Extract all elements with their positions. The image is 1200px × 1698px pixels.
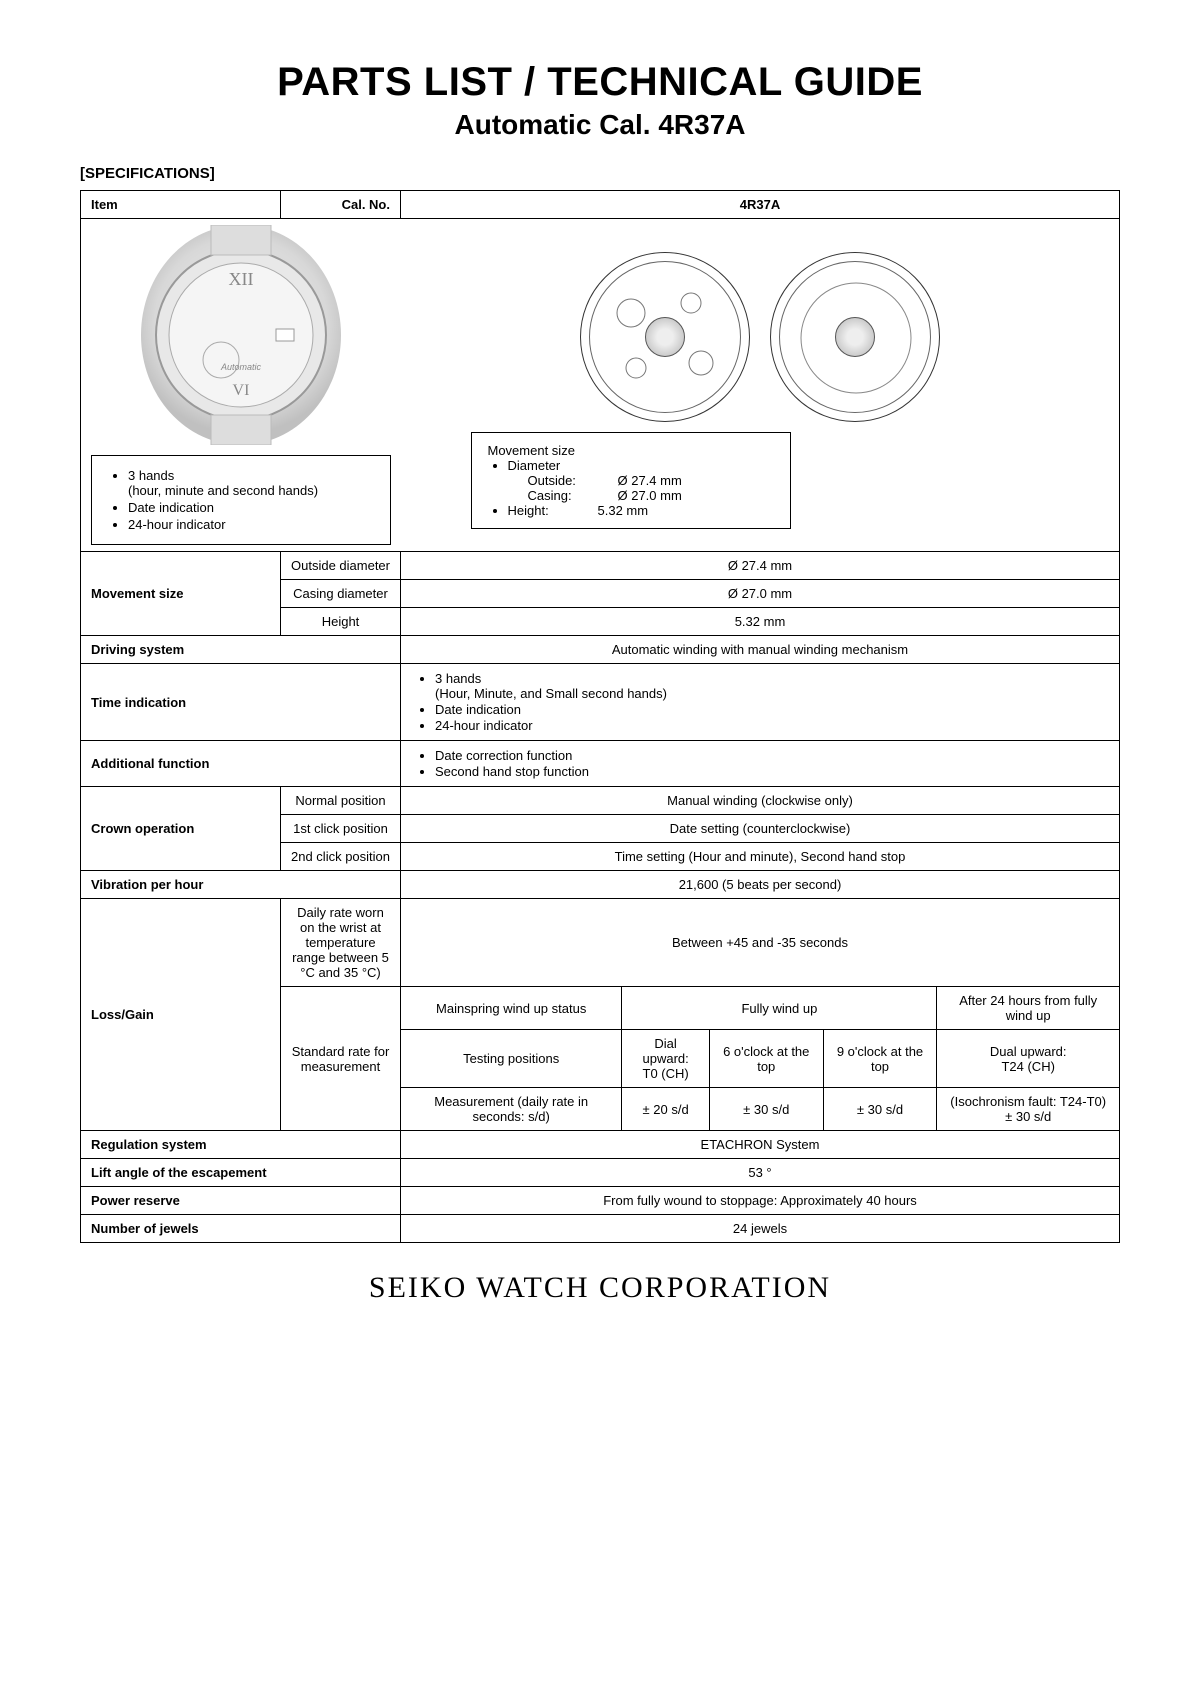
lg-r1c1: Mainspring wind up status xyxy=(401,987,622,1030)
casing-val: Ø 27.0 mm xyxy=(618,488,682,503)
driving-label: Driving system xyxy=(81,636,401,664)
lg-r2c4: 9 o'clock at the top xyxy=(823,1030,937,1088)
lift-label: Lift angle of the escapement xyxy=(81,1159,401,1187)
left-feature-box: 3 hands (hour, minute and second hands) … xyxy=(91,455,391,545)
svg-text:VI: VI xyxy=(232,382,249,399)
section-label: [SPECIFICATIONS] xyxy=(80,165,1120,182)
time-ind-label: Time indication xyxy=(81,664,401,741)
lg-r2c3: 6 o'clock at the top xyxy=(709,1030,823,1088)
calno-label: Cal. No. xyxy=(281,191,401,219)
height-row-label: Height xyxy=(281,608,401,636)
movement-size-title: Movement size xyxy=(488,443,774,458)
daily-rate-label: Daily rate worn on the wrist at temperat… xyxy=(281,899,401,987)
crown-1st-label: 1st click position xyxy=(281,815,401,843)
movement-front-diagram xyxy=(580,252,750,422)
vibration-label: Vibration per hour xyxy=(81,871,401,899)
additional-label: Additional function xyxy=(81,741,401,787)
height-val: 5.32 mm xyxy=(598,503,649,518)
outside-label: Outside: xyxy=(528,473,618,488)
jewels-val: 24 jewels xyxy=(401,1215,1120,1243)
outside-dia-label: Outside diameter xyxy=(281,552,401,580)
time-ind-val: 3 hands (Hour, Minute, and Small second … xyxy=(401,664,1120,741)
crown-2nd-label: 2nd click position xyxy=(281,843,401,871)
crown-normal-label: Normal position xyxy=(281,787,401,815)
lg-r1c3: After 24 hours from fully wind up xyxy=(937,987,1120,1030)
height-label: Height: xyxy=(508,503,598,518)
lossgain-label: Loss/Gain xyxy=(81,899,281,1131)
feature-item: 24-hour indicator xyxy=(128,517,374,532)
movement-back-diagram xyxy=(770,252,940,422)
std-rate-label: Standard rate for measurement xyxy=(281,987,401,1131)
casing-dia-val: Ø 27.0 mm xyxy=(401,580,1120,608)
feature-item: Date indication xyxy=(128,500,374,515)
casing-dia-label: Casing diameter xyxy=(281,580,401,608)
lg-r2c2: Dial upward: T0 (CH) xyxy=(622,1030,709,1088)
additional-val: Date correction function Second hand sto… xyxy=(401,741,1120,787)
crown-label: Crown operation xyxy=(81,787,281,871)
height-row-val: 5.32 mm xyxy=(401,608,1120,636)
outside-val: Ø 27.4 mm xyxy=(618,473,682,488)
lg-r2c5: Dual upward: T24 (CH) xyxy=(937,1030,1120,1088)
reserve-val: From fully wound to stoppage: Approximat… xyxy=(401,1187,1120,1215)
lg-r3c2: ± 20 s/d xyxy=(622,1088,709,1131)
lift-val: 53 ° xyxy=(401,1159,1120,1187)
watch-image: XII VI Automatic xyxy=(141,225,341,445)
movement-size-label: Movement size xyxy=(81,552,281,636)
crown-normal-val: Manual winding (clockwise only) xyxy=(401,787,1120,815)
lg-r3c4: ± 30 s/d xyxy=(823,1088,937,1131)
spec-table: Item Cal. No. 4R37A XII VI Automatic xyxy=(80,190,1120,1243)
vibration-val: 21,600 (5 beats per second) xyxy=(401,871,1120,899)
svg-text:Automatic: Automatic xyxy=(220,362,262,372)
crown-2nd-val: Time setting (Hour and minute), Second h… xyxy=(401,843,1120,871)
regulation-label: Regulation system xyxy=(81,1131,401,1159)
diameter-label: Diameter xyxy=(508,458,774,473)
regulation-val: ETACHRON System xyxy=(401,1131,1120,1159)
item-header: Item xyxy=(81,191,281,219)
footer-company: SEIKO WATCH CORPORATION xyxy=(80,1271,1120,1305)
lg-r3c3: ± 30 s/d xyxy=(709,1088,823,1131)
feature-item: 3 hands (hour, minute and second hands) xyxy=(128,468,374,498)
title-sub: Automatic Cal. 4R37A xyxy=(80,109,1120,141)
movement-info-box: Movement size Diameter Outside:Ø 27.4 mm… xyxy=(471,432,791,529)
calno-value: 4R37A xyxy=(401,191,1120,219)
title-main: PARTS LIST / TECHNICAL GUIDE xyxy=(80,60,1120,105)
lg-r3c5: (Isochronism fault: T24-T0) ± 30 s/d xyxy=(937,1088,1120,1131)
lg-r1c2: Fully wind up xyxy=(622,987,937,1030)
daily-rate-val: Between +45 and -35 seconds xyxy=(401,899,1120,987)
driving-val: Automatic winding with manual winding me… xyxy=(401,636,1120,664)
lg-r3c1: Measurement (daily rate in seconds: s/d) xyxy=(401,1088,622,1131)
outside-dia-val: Ø 27.4 mm xyxy=(401,552,1120,580)
lg-r2c1: Testing positions xyxy=(401,1030,622,1088)
jewels-label: Number of jewels xyxy=(81,1215,401,1243)
reserve-label: Power reserve xyxy=(81,1187,401,1215)
svg-text:XII: XII xyxy=(228,269,253,289)
casing-label: Casing: xyxy=(528,488,618,503)
crown-1st-val: Date setting (counterclockwise) xyxy=(401,815,1120,843)
movement-diagrams xyxy=(411,242,1110,422)
